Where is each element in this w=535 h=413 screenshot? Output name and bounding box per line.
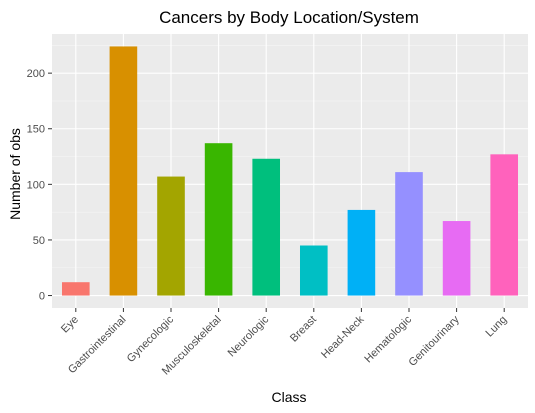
y-tick-label: 50 [33,235,45,247]
bar-gynecologic [157,176,185,296]
bar-neurologic [252,158,281,296]
x-axis: EyeGastrointestinalGynecologicMusculoske… [59,308,509,377]
y-axis-title: Number of obs [7,128,23,220]
y-tick-label: 100 [27,179,45,191]
bars [61,46,519,296]
y-tick-label: 200 [27,68,45,80]
bar-musculoskeletal [204,143,233,296]
x-tick-label: Gynecologic [125,313,177,365]
x-tick-label: Eye [59,314,81,336]
x-tick-label: Lung [484,314,510,340]
y-tick-label: 0 [39,291,45,303]
bar-eye [61,282,90,296]
x-tick-label: Head-Neck [319,313,367,361]
chart-title: Cancers by Body Location/System [159,8,419,27]
bar-hematologic [395,172,423,296]
bar-breast [299,245,328,296]
y-tick-label: 150 [27,124,45,136]
x-tick-label: Breast [288,314,319,345]
bar-lung [490,154,519,296]
x-tick-label: Hematologic [362,313,414,365]
y-axis: 0 50 100 150 200 [27,68,52,303]
x-tick-label: Neurologic [226,313,272,359]
x-tick-label: Genitourinary [407,313,463,369]
x-axis-title: Class [271,389,306,405]
bar-gastrointestinal [109,46,138,296]
bar-head-neck [347,209,376,296]
bar-genitourinary [442,221,471,296]
